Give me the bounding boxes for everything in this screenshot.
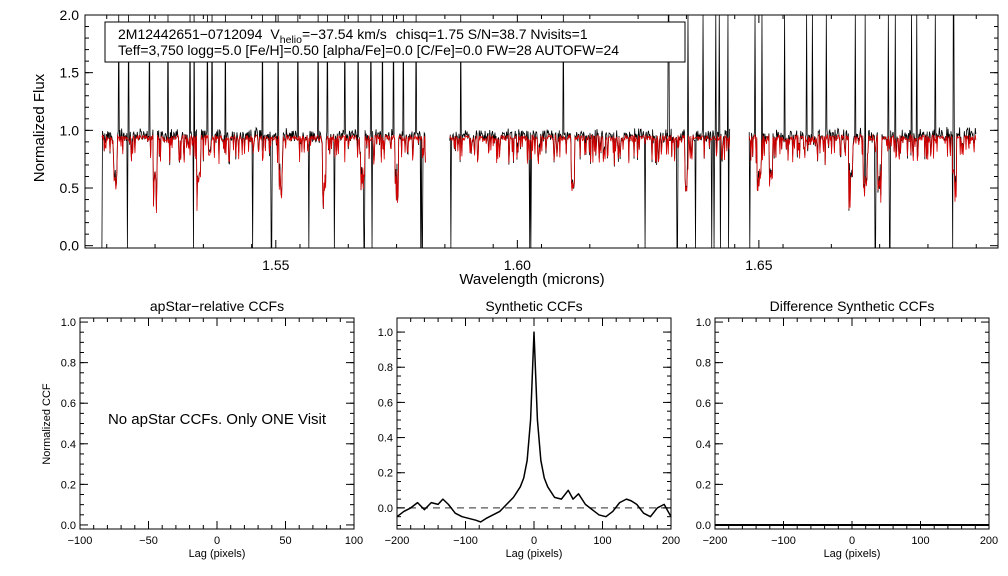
difference-ccf-frame [714,317,990,530]
annotation-line-1: 2M12442651−0712094 Vhelio=−37.54 km/s chis… [118,26,588,46]
synthetic-ccf-panel: Synthetic CCFs −200 −100 0 100 200 0.0 0.2 0.4 0… [378,298,680,560]
spectrum-axes: 1.55 1.60 1.65 0.0 0.5 1.0 1.5 2.0 [60,7,999,273]
difference-ccf-panel: Difference Synthetic CCFs −200 −100 0 100 20… [696,298,998,560]
model-spectrum-chip-2 [449,133,731,192]
difference-ccf-y-tick-label: 0.0 [696,520,711,532]
difference-ccf-x-axis-label: Lag (pixels) [824,548,881,560]
apstar-ccf-panel: apStar−relative CCFs −100 −50 0 50 100 0.0 0.2… [41,298,363,560]
difference-ccf-y-tick-label: 1.0 [696,317,711,329]
synthetic-ccf-x-tick-label: 0 [531,535,537,547]
apstar-ccf-x-tick-label: 100 [345,535,363,547]
synthetic-ccf-y-tick-label: 1.0 [378,327,393,339]
apstar-ccf-axes: −100 −50 0 50 100 0.0 0.2 0.4 0.6 0.8 1.0 [61,317,363,547]
synthetic-ccf-plot [396,331,672,523]
model-spectrum-chip-3 [748,133,977,209]
model-spectrum-chip-1 [101,133,426,213]
apstar-ccf-y-tick-label: 0.8 [61,358,76,370]
spectrum-x-tick-label: 1.65 [745,257,772,273]
spectrum-y-tick-label: 1.0 [60,122,80,138]
synthetic-ccf-x-tick-label: −100 [453,535,478,547]
apstar-ccf-x-tick-label: 50 [279,535,291,547]
spectrum-y-tick-label: 0.5 [60,180,80,196]
difference-ccf-y-tick-label: 0.6 [696,398,711,410]
apstar-ccf-x-tick-label: 0 [214,535,220,547]
apstar-ccf-y-axis-label: Normalized CCF [41,383,53,465]
velocity-subscript: helio [280,34,302,46]
apstar-ccf-y-tick-label: 0.2 [61,479,76,491]
synthetic-ccf-x-tick-label: 200 [662,535,680,547]
spectrum-plot-lines [101,14,977,249]
spectrum-y-axis-label: Normalized Flux [31,73,48,182]
apstar-ccf-x-axis-label: Lag (pixels) [189,548,246,560]
apstar-ccf-x-tick-label: −100 [68,535,93,547]
synthetic-ccf-y-tick-label: 0.4 [378,433,393,445]
spectrum-annotation-box: 2M12442651−0712094 Vhelio=−37.54 km/s chis… [104,21,686,63]
difference-ccf-y-tick-label: 0.4 [696,439,711,451]
difference-ccf-x-tick-label: −200 [703,535,728,547]
synthetic-ccf-x-tick-label: −200 [385,535,410,547]
stellar-parameters: Teff=3,750 logg=5.0 [Fe/H]=0.50 [alpha/F… [118,42,619,58]
difference-ccf-title: Difference Synthetic CCFs [770,298,935,314]
observed-spectrum-chip-3 [748,14,977,249]
apstar-ccf-y-tick-label: 0.0 [61,520,76,532]
apstar-ccf-x-tick-label: −50 [139,535,158,547]
synthetic-ccf-x-axis-label: Lag (pixels) [506,548,563,560]
spectrum-y-tick-label: 1.5 [60,65,80,81]
spectrum-y-tick-label: 0.0 [60,238,80,254]
velocity-symbol: V [270,26,280,42]
star-id: 2M12442651−0712094 [118,26,263,42]
spectrum-x-axis-label: Wavelength (microns) [459,271,604,288]
synthetic-ccf-axes: −200 −100 0 100 200 0.0 0.2 0.4 0.6 0.8 1.0 [378,317,680,547]
spectrum-x-tick-label: 1.60 [504,257,531,273]
difference-ccf-x-tick-label: 100 [911,535,929,547]
difference-ccf-x-tick-label: 200 [980,535,998,547]
difference-ccf-x-tick-label: 0 [849,535,855,547]
apstar-ccf-y-tick-label: 1.0 [61,317,76,329]
apstar-ccf-title: apStar−relative CCFs [150,298,284,314]
no-ccf-message: No apStar CCFs. Only ONE Visit [108,411,327,428]
difference-ccf-y-tick-label: 0.2 [696,479,711,491]
synthetic-ccf-y-tick-label: 0.8 [378,362,393,374]
synthetic-ccf-y-tick-label: 0.2 [378,468,393,480]
fit-statistics: chisq=1.75 S/N=38.7 Nvisits=1 [396,26,588,42]
difference-ccf-axes: −200 −100 0 100 200 0.0 0.2 0.4 0.6 0.8 1.0 [696,317,998,547]
apstar-ccf-y-tick-label: 0.4 [61,439,76,451]
synthetic-ccf-y-tick-label: 0.6 [378,397,393,409]
annotation-frame [104,21,686,63]
synthetic-ccf-x-tick-label: 100 [593,535,611,547]
synthetic-ccf-title: Synthetic CCFs [485,298,582,314]
synthetic-ccf-y-tick-label: 0.0 [378,503,393,515]
velocity-value: =−37.54 km/s [302,26,387,42]
difference-ccf-x-tick-label: −100 [771,535,796,547]
spectrum-panel: 1.55 1.60 1.65 0.0 0.5 1.0 1.5 2.0 Wavelength (… [31,7,999,288]
spectrum-y-tick-label: 2.0 [60,7,80,23]
synthetic-ccf-curve [396,331,672,523]
apstar-ccf-y-tick-label: 0.6 [61,398,76,410]
spectrum-x-tick-label: 1.55 [262,257,289,273]
difference-ccf-y-tick-label: 0.8 [696,358,711,370]
